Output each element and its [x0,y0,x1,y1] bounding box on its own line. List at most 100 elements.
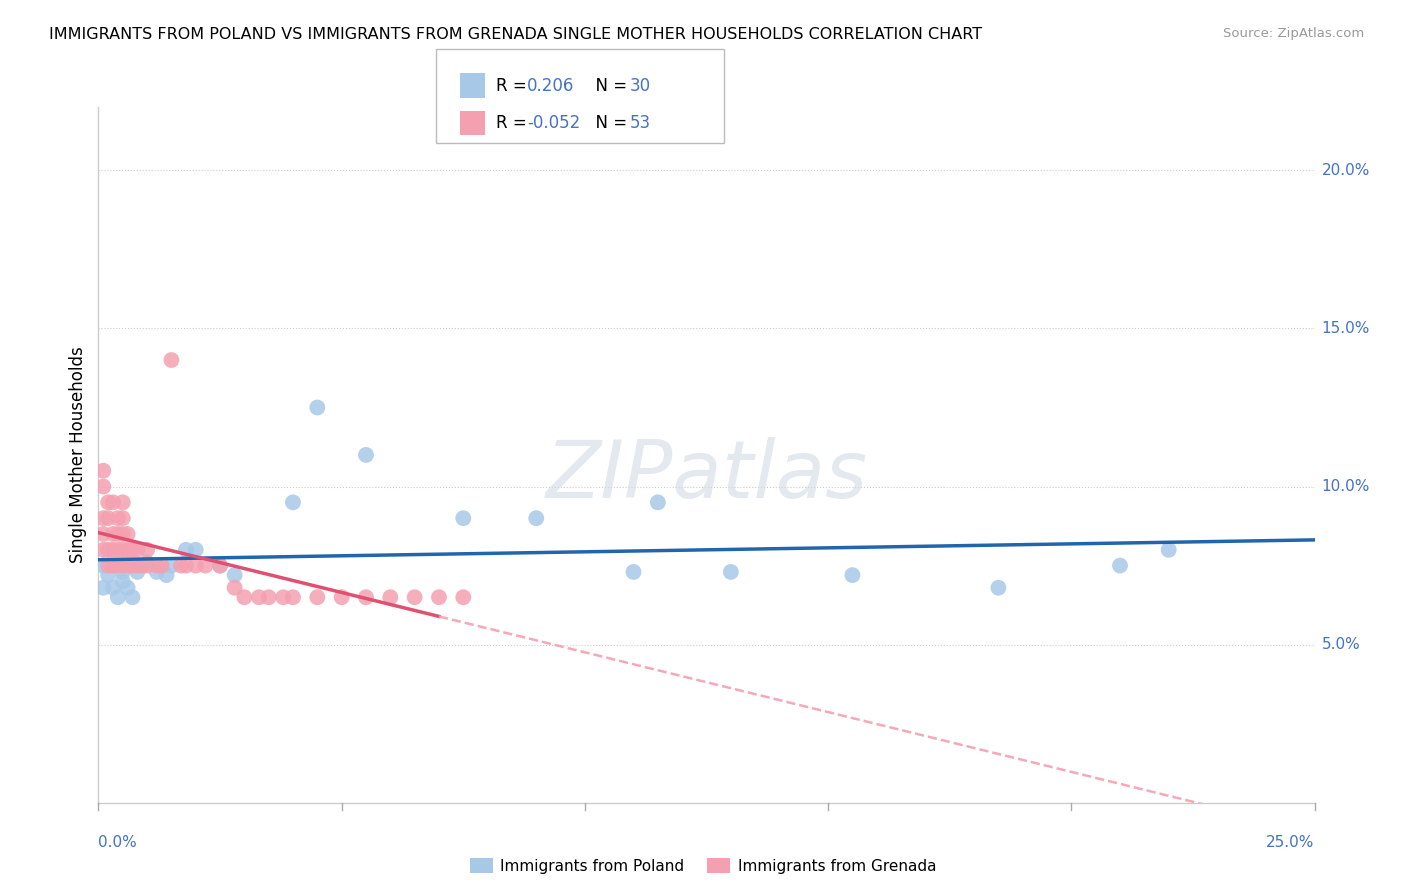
Point [184,542,207,557]
Point [160,353,183,368]
Point [111,527,134,541]
Point [209,558,232,573]
Point [720,565,742,579]
Point [91,558,114,573]
Point [174,558,197,573]
Point [271,591,294,605]
Point [127,565,149,579]
Point [117,542,139,557]
Text: R =: R = [496,77,533,95]
Point [170,558,193,573]
Point [354,448,377,462]
Point [224,581,246,595]
Point [111,495,134,509]
Point [107,511,129,525]
Point [647,495,669,509]
Point [150,558,173,573]
Point [194,558,217,573]
Point [91,479,114,493]
Point [117,527,139,541]
Point [330,591,353,605]
Text: N =: N = [585,77,633,95]
Point [184,558,207,573]
Point [136,558,159,573]
Point [404,591,426,605]
Point [257,591,280,605]
Point [91,542,114,557]
Text: 10.0%: 10.0% [1322,479,1369,494]
Point [136,556,159,570]
Point [224,568,246,582]
Text: 53: 53 [630,114,651,132]
Point [623,565,645,579]
Point [97,495,120,509]
Point [101,558,124,573]
Point [160,558,183,573]
Point [146,565,169,579]
Point [1157,542,1180,557]
Point [307,401,329,415]
Text: 25.0%: 25.0% [1267,836,1315,850]
Point [91,527,114,541]
Point [91,511,114,525]
Point [174,542,197,557]
Point [101,495,124,509]
Point [111,542,134,557]
Point [101,542,124,557]
Point [107,558,129,573]
Point [121,591,143,605]
Point [281,495,304,509]
Point [233,591,256,605]
Point [127,558,149,573]
Point [247,591,270,605]
Text: N =: N = [585,114,633,132]
Point [841,568,863,582]
Point [307,591,329,605]
Point [91,464,114,478]
Point [97,558,120,573]
Point [453,591,475,605]
Text: 0.206: 0.206 [527,77,575,95]
Point [121,558,143,573]
Point [427,591,450,605]
Point [281,591,304,605]
Point [97,568,120,582]
Point [111,511,134,525]
Point [131,558,153,573]
Point [987,581,1010,595]
Text: R =: R = [496,114,533,132]
Point [117,581,139,595]
Text: 5.0%: 5.0% [1322,637,1361,652]
Point [136,542,159,557]
Point [146,558,169,573]
Point [111,574,134,589]
Text: 30: 30 [630,77,651,95]
Point [524,511,547,525]
Text: Source: ZipAtlas.com: Source: ZipAtlas.com [1223,27,1364,40]
Point [101,581,124,595]
Point [209,558,232,573]
Text: IMMIGRANTS FROM POLAND VS IMMIGRANTS FROM GRENADA SINGLE MOTHER HOUSEHOLDS CORRE: IMMIGRANTS FROM POLAND VS IMMIGRANTS FRO… [49,27,983,42]
Point [380,591,402,605]
Point [107,527,129,541]
Point [453,511,475,525]
Point [107,542,129,557]
Point [121,542,143,557]
Point [91,581,114,595]
Point [1109,558,1132,573]
Y-axis label: Single Mother Households: Single Mother Households [69,347,87,563]
Text: 15.0%: 15.0% [1322,321,1369,336]
Text: 0.0%: 0.0% [98,836,138,850]
Point [101,527,124,541]
Point [354,591,377,605]
Point [155,568,177,582]
Legend: Immigrants from Poland, Immigrants from Grenada: Immigrants from Poland, Immigrants from … [464,852,942,880]
Point [111,565,134,579]
Point [117,558,139,573]
Text: -0.052: -0.052 [527,114,581,132]
Text: ZIPatlas: ZIPatlas [546,437,868,515]
Text: 20.0%: 20.0% [1322,163,1369,178]
Point [127,542,149,557]
Point [97,511,120,525]
Point [111,558,134,573]
